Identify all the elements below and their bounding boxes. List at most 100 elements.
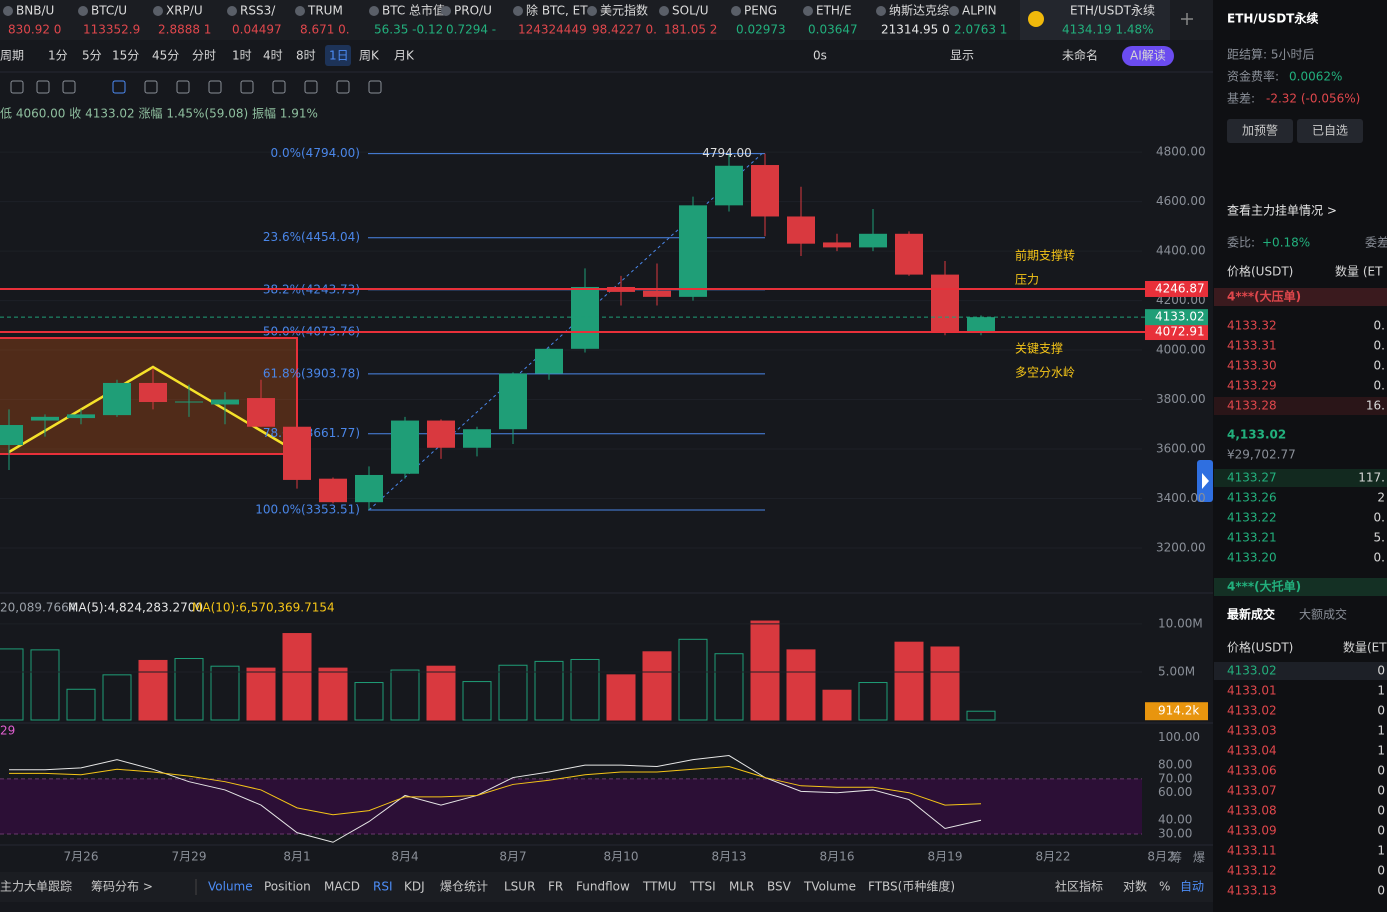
panel-button[interactable] — [1227, 119, 1293, 143]
bottom-option[interactable]: 自动 — [1180, 880, 1204, 894]
indicator-tab[interactable]: MACD — [324, 880, 360, 894]
indicator-tab[interactable]: Volume — [208, 880, 253, 894]
ticker-price[interactable]: 0.7294 - — [446, 23, 496, 37]
ticker-name[interactable]: ALPIN — [962, 4, 997, 18]
bottom-option[interactable]: % — [1159, 880, 1170, 894]
add-icon[interactable] — [1181, 13, 1193, 25]
indicator-tab[interactable]: LSUR — [504, 880, 535, 894]
ticker-name[interactable]: PRO/U — [454, 4, 492, 18]
volume-bar — [894, 641, 924, 721]
ticker-price[interactable]: 0.03647 — [808, 23, 858, 37]
ticker-price[interactable]: 181.05 2 — [664, 23, 717, 37]
draw-tool-icon[interactable] — [112, 80, 126, 94]
ticker-price[interactable]: 830.92 0 — [8, 23, 61, 37]
ticker-price[interactable]: 8.671 0. — [300, 23, 350, 37]
bid-qty: 2 — [1377, 491, 1385, 505]
draw-tool-icon[interactable] — [240, 80, 254, 94]
ticker-price[interactable]: 56.35 -0.12 — [374, 23, 443, 37]
ticker-price[interactable]: 0.04497 — [232, 23, 282, 37]
bid-qty: 0. — [1374, 511, 1385, 525]
draw-tool-icon[interactable] — [304, 80, 318, 94]
book-link[interactable]: 查看主力挂单情况 > — [1227, 204, 1337, 218]
period-button[interactable]: 45分 — [152, 49, 179, 63]
period-button[interactable]: 8时 — [296, 49, 316, 63]
ticker-price[interactable]: 2.8888 1 — [158, 23, 211, 37]
candle-body — [751, 165, 779, 217]
indicator-tab[interactable]: Position — [264, 880, 311, 894]
indicator-tab[interactable]: TVolume — [803, 880, 856, 894]
draw-tool-icon[interactable] — [208, 80, 222, 94]
active-ticker-bg — [1020, 0, 1170, 40]
toolbar-item[interactable]: 显示 — [950, 49, 974, 63]
trade-tab[interactable]: 最新成交 — [1227, 607, 1275, 622]
toolbar-item[interactable]: 0s — [813, 49, 827, 63]
period-button[interactable]: 5分 — [82, 49, 102, 63]
trade-qty: 0 — [1377, 784, 1385, 798]
trade-tab[interactable]: 大额成交 — [1299, 607, 1347, 622]
indicator-tab[interactable]: FR — [548, 880, 563, 894]
period-button[interactable]: 周K — [359, 49, 380, 63]
toolbar-item[interactable]: AI解读 — [1130, 49, 1166, 63]
ticker-price[interactable]: 4134.19 1.48% — [1062, 23, 1154, 37]
period-button[interactable]: 1日 — [329, 49, 349, 63]
ticker-price[interactable]: 98.4227 0. — [592, 23, 657, 37]
panel-button-label[interactable]: 已自选 — [1312, 124, 1348, 138]
indicator-bar — [0, 872, 1213, 902]
period-button[interactable]: 分时 — [192, 49, 216, 63]
bottom-link[interactable]: 筹码分布 > — [91, 880, 153, 894]
candle-body — [571, 286, 599, 349]
indicator-tab[interactable]: MLR — [729, 880, 754, 894]
ticker-name[interactable]: 纳斯达克综 — [889, 4, 949, 18]
candle-body — [67, 414, 95, 419]
ticker-name[interactable]: SOL/U — [672, 4, 709, 18]
period-button[interactable]: 1分 — [48, 49, 68, 63]
ticker-name[interactable]: 美元指数 — [600, 3, 648, 18]
ticker-name[interactable]: RSS3/ — [240, 4, 276, 18]
ticker-name[interactable]: BNB/U — [16, 4, 54, 18]
draw-tool-icon[interactable] — [36, 80, 50, 94]
draw-tool-icon[interactable] — [144, 80, 158, 94]
ai-pill[interactable] — [1122, 46, 1174, 66]
period-button[interactable]: 4时 — [263, 49, 283, 63]
indicator-tab[interactable]: 爆仓统计 — [440, 880, 488, 894]
ticker-price[interactable]: 2.0763 1 — [954, 23, 1007, 37]
bottom-option[interactable]: 社区指标 — [1055, 879, 1103, 894]
ticker-name[interactable]: PENG — [744, 4, 777, 18]
indicator-tab[interactable]: KDJ — [404, 880, 425, 894]
indicator-tab[interactable]: Fundflow — [576, 880, 630, 894]
bottom-link[interactable]: 主力大单跟踪 — [0, 880, 72, 894]
period-button[interactable]: 周期 — [0, 49, 24, 63]
indicator-tab[interactable]: TTMU — [642, 880, 677, 894]
draw-tool-icon[interactable] — [272, 80, 286, 94]
draw-tool-icon[interactable] — [336, 80, 350, 94]
y-tick-label: 80.00 — [1158, 758, 1192, 772]
period-button[interactable]: 15分 — [112, 49, 139, 63]
indicator-tab[interactable]: BSV — [767, 880, 792, 894]
panel-button-label[interactable]: 加预警 — [1242, 123, 1278, 138]
bottom-option[interactable]: 对数 — [1123, 879, 1147, 894]
draw-tool-icon[interactable] — [62, 80, 76, 94]
ticker-price[interactable]: 21314.95 0 — [881, 23, 950, 37]
ticker-price[interactable]: 113352.9 — [83, 23, 140, 37]
period-button[interactable]: 月K — [394, 49, 415, 63]
draw-tool-icon[interactable] — [368, 80, 382, 94]
volume-bar — [570, 658, 600, 721]
ticker-name[interactable]: XRP/U — [166, 4, 203, 18]
ticker-name[interactable]: ETH/E — [816, 4, 852, 18]
indicator-tab[interactable]: TTSI — [689, 880, 716, 894]
period-button[interactable]: 1时 — [232, 49, 252, 63]
ticker-price[interactable]: 0.02973 — [736, 23, 786, 37]
draw-tool-icon[interactable] — [176, 80, 190, 94]
ticker-name[interactable]: ETH/USDT永续 — [1070, 4, 1155, 18]
ticker-price[interactable]: 124324449 — [518, 23, 587, 37]
toolbar-item[interactable]: 未命名 — [1062, 48, 1098, 63]
ticker-name[interactable]: BTC/U — [91, 4, 127, 18]
draw-tool-icon[interactable] — [10, 80, 24, 94]
ticker-name[interactable]: BTC 总市值 — [382, 3, 445, 18]
indicator-tab[interactable]: FTBS(币种维度) — [868, 879, 955, 894]
ticker-name[interactable]: 除 BTC, ET — [526, 3, 588, 18]
ticker-name[interactable]: TRUM — [307, 4, 343, 18]
panel-button[interactable] — [1297, 119, 1363, 143]
x-tick-label: 7月29 — [172, 850, 207, 864]
indicator-tab[interactable]: RSI — [373, 880, 393, 894]
